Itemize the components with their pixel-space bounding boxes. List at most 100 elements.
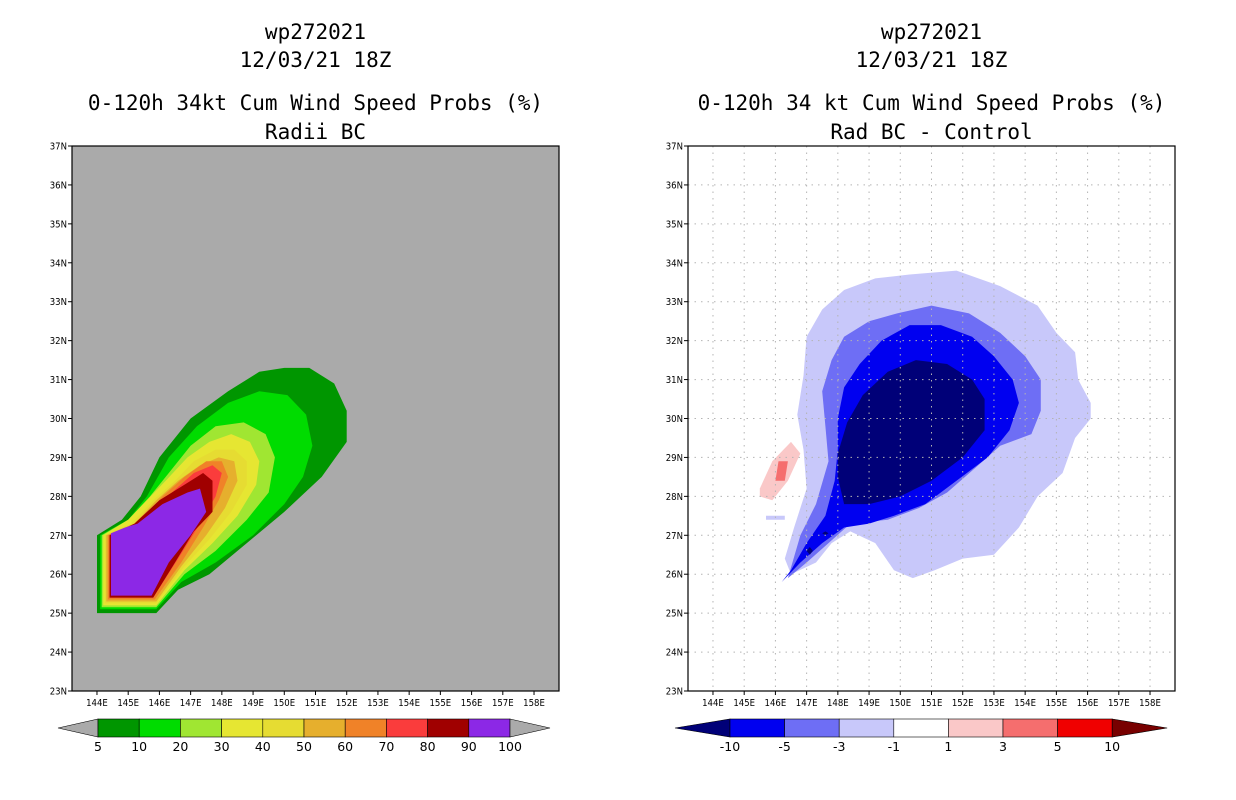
left-colorbar-segment-9 (468, 718, 511, 738)
left-colorbar-segment-8 (427, 718, 470, 738)
right-colorbar-segment-1 (784, 718, 840, 738)
left-y-tick-label-27: 27N (50, 531, 67, 542)
left-colorbar: 5 10 20 30 40 50 60 70 80 90 100 (57, 718, 551, 754)
right-title-datetime: 12/03/21 18Z (855, 48, 1008, 72)
right-x-tick-label-154: 154E (1014, 698, 1036, 709)
left-title-subtitle: Radii BC (264, 120, 367, 144)
left-title-storm: wp272021 (264, 20, 367, 44)
left-colorbar-segment-7 (386, 718, 428, 738)
left-colorbar-segment-0 (97, 718, 140, 738)
left-x-tick-label-149: 149E (242, 698, 264, 709)
right-colorbar-label-2: -3 (833, 739, 845, 754)
right-y-tick-label-28: 28N (666, 492, 683, 503)
left-colorbar-label-2: 20 (172, 739, 188, 754)
right-colorbar-segment-5 (1002, 718, 1058, 738)
left-y-tick-label-28: 28N (50, 492, 67, 503)
left-x-tick-label-154: 154E (398, 698, 420, 709)
left-colorbar-segment-4 (262, 718, 305, 738)
right-colorbar-segment-0 (729, 718, 785, 738)
right-contour--10-3 (837, 360, 985, 505)
left-colorbar-label-9: 90 (461, 739, 477, 754)
left-colorbar-over-triangle (509, 718, 551, 738)
right-contours (759, 270, 1091, 582)
left-colorbar-label-4: 40 (255, 739, 271, 754)
left-x-tick-label-156: 156E (461, 698, 483, 709)
left-colorbar-label-3: 30 (214, 739, 230, 754)
right-y-tick-label-31: 31N (666, 375, 683, 386)
left-y-tick-label-26: 26N (50, 570, 67, 581)
left-x-tick-label-155: 155E (430, 698, 452, 709)
right-y-tick-label-35: 35N (666, 219, 683, 230)
right-plot-group: 144E 145E 146E 147E 148E 149E 150E 151E 152E 153E… (666, 142, 1176, 754)
right-title-product: 0-120h 34 kt Cum Wind Speed Probs (%) (697, 91, 1166, 115)
left-x-tick-label-157: 157E (492, 698, 514, 709)
right-y-tick-label-30: 30N (666, 414, 683, 425)
left-x-tick-label-144: 144E (86, 698, 108, 709)
right-x-tick-label-148: 148E (827, 698, 849, 709)
right-x-tick-label-150: 150E (889, 698, 911, 709)
left-x-tick-label-151: 151E (305, 698, 327, 709)
left-contour-90-9 (111, 488, 207, 596)
right-colorbar-label-3: -1 (888, 739, 900, 754)
right-y-tick-label-26: 26N (666, 570, 683, 581)
left-contours (97, 367, 347, 614)
left-y-tick-label-23: 23N (50, 687, 67, 698)
right-x-tick-label-151: 151E (921, 698, 943, 709)
left-colorbar-label-8: 80 (420, 739, 436, 754)
right-colorbar-label-4: 1 (944, 739, 952, 754)
left-colorbar-label-10: 100 (498, 739, 522, 754)
right-y-tick-label-25: 25N (666, 609, 683, 620)
left-x-tick-label-147: 147E (180, 698, 202, 709)
right-x-tick-label-144: 144E (702, 698, 724, 709)
left-y-tick-label-32: 32N (50, 336, 67, 347)
right-y-tick-label-36: 36N (666, 180, 683, 191)
right-colorbar: -10 -5 -3 -1 1 3 5 10 (674, 718, 1168, 754)
right-title-subtitle: Rad BC - Control (830, 120, 1033, 144)
left-x-tick-label-146: 146E (149, 698, 171, 709)
right-x-tick-label-149: 149E (858, 698, 880, 709)
left-colorbar-label-6: 60 (337, 739, 353, 754)
right-y-tick-label-33: 33N (666, 297, 683, 308)
left-y-tick-label-36: 36N (50, 180, 67, 191)
right-title-storm: wp272021 (880, 20, 983, 44)
left-colorbar-under-triangle (57, 718, 99, 738)
left-y-tick-label-30: 30N (50, 414, 67, 425)
right-colorbar-segment-4 (948, 718, 1004, 738)
left-colorbar-segment-2 (180, 718, 222, 738)
right-y-tick-label-34: 34N (666, 258, 683, 269)
right-y-tick-label-37: 37N (666, 142, 683, 153)
left-colorbar-segment-6 (344, 718, 387, 738)
right-x-tick-label-153: 153E (983, 698, 1005, 709)
left-colorbar-segment-3 (221, 718, 264, 738)
right-y-tick-label-27: 27N (666, 531, 683, 542)
right-x-tick-label-147: 147E (796, 698, 818, 709)
right-x-tick-label-156: 156E (1077, 698, 1099, 709)
right-colorbar-segment-6 (1057, 718, 1113, 738)
left-x-tick-label-148: 148E (211, 698, 233, 709)
left-y-tick-label-25: 25N (50, 609, 67, 620)
left-x-tick-label-152: 152E (336, 698, 358, 709)
right-y-tick-label-32: 32N (666, 336, 683, 347)
left-y-tick-label-29: 29N (50, 453, 67, 464)
left-x-tick-label-153: 153E (367, 698, 389, 709)
right-x-tick-label-146: 146E (765, 698, 787, 709)
right-colorbar-over-triangle (1111, 718, 1168, 738)
left-y-tick-label-35: 35N (50, 219, 67, 230)
right-contour--10-4 (806, 547, 813, 555)
left-x-tick-label-150: 150E (273, 698, 295, 709)
right-colorbar-label-5: 3 (999, 739, 1007, 754)
right-y-tick-label-23: 23N (666, 687, 683, 698)
left-colorbar-label-0: 5 (94, 739, 102, 754)
right-colorbar-label-1: -5 (778, 739, 790, 754)
right-colorbar-segment-2 (838, 718, 895, 738)
left-colorbar-label-5: 50 (296, 739, 312, 754)
left-colorbar-label-1: 10 (131, 739, 147, 754)
right-x-tick-label-158: 158E (1139, 698, 1161, 709)
left-x-tick-label-145: 145E (117, 698, 139, 709)
right-colorbar-label-7: 10 (1104, 739, 1120, 754)
right-contour--10-5 (822, 531, 829, 536)
right-x-tick-label-152: 152E (952, 698, 974, 709)
left-plot-group: 144E 145E 146E 147E 148E 149E 150E 151E 152E 153E… (50, 142, 560, 754)
right-x-tick-label-155: 155E (1046, 698, 1068, 709)
